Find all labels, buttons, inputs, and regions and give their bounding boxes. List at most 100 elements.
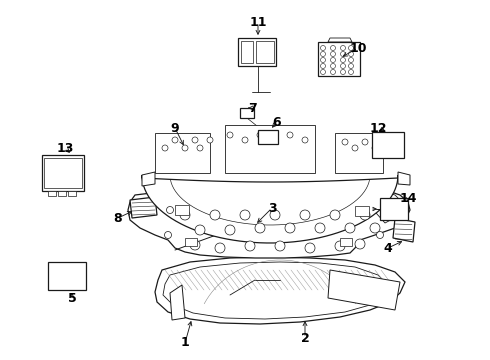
Circle shape — [348, 58, 353, 63]
Circle shape — [240, 210, 250, 220]
Text: 12: 12 — [369, 122, 387, 135]
Bar — [241, 41, 253, 63]
Polygon shape — [142, 175, 398, 243]
Circle shape — [190, 240, 200, 250]
Text: 6: 6 — [273, 116, 281, 129]
Bar — [48, 191, 56, 196]
Circle shape — [330, 69, 336, 75]
Bar — [68, 191, 76, 196]
Circle shape — [335, 241, 345, 251]
Circle shape — [348, 63, 353, 68]
Circle shape — [370, 223, 380, 233]
Polygon shape — [393, 218, 415, 242]
Text: 14: 14 — [399, 192, 417, 204]
Bar — [340, 238, 352, 246]
Circle shape — [341, 51, 345, 57]
Polygon shape — [128, 184, 410, 258]
Circle shape — [362, 139, 368, 145]
Circle shape — [180, 210, 190, 220]
Circle shape — [245, 241, 255, 251]
Text: 13: 13 — [56, 141, 74, 154]
Bar — [355, 206, 369, 216]
Circle shape — [348, 45, 353, 50]
Circle shape — [255, 223, 265, 233]
Text: 7: 7 — [247, 102, 256, 114]
Circle shape — [330, 58, 336, 63]
Polygon shape — [130, 197, 157, 218]
Text: 1: 1 — [181, 337, 189, 350]
Text: 4: 4 — [384, 242, 392, 255]
Bar — [256, 41, 274, 63]
Circle shape — [342, 139, 348, 145]
Text: 5: 5 — [68, 292, 76, 305]
Bar — [225, 125, 315, 173]
Circle shape — [165, 231, 172, 238]
Polygon shape — [155, 257, 405, 324]
Polygon shape — [50, 270, 65, 286]
Bar — [175, 205, 189, 215]
Polygon shape — [150, 185, 405, 223]
Circle shape — [345, 223, 355, 233]
Polygon shape — [398, 172, 410, 185]
Text: 8: 8 — [114, 211, 122, 225]
Bar — [44, 158, 82, 188]
Circle shape — [242, 137, 248, 143]
Bar — [258, 130, 278, 144]
Circle shape — [330, 51, 336, 57]
Circle shape — [207, 137, 213, 143]
Polygon shape — [142, 172, 155, 186]
Polygon shape — [328, 38, 352, 42]
Bar — [42, 155, 84, 191]
Circle shape — [257, 132, 263, 138]
Polygon shape — [368, 135, 372, 152]
Circle shape — [341, 45, 345, 50]
Circle shape — [320, 51, 325, 57]
Bar — [318, 42, 360, 76]
Circle shape — [172, 137, 178, 143]
Text: 2: 2 — [301, 332, 309, 345]
Circle shape — [360, 210, 370, 220]
Circle shape — [285, 223, 295, 233]
Circle shape — [376, 231, 384, 238]
Circle shape — [341, 69, 345, 75]
Circle shape — [315, 223, 325, 233]
Circle shape — [275, 241, 285, 251]
Circle shape — [167, 207, 173, 213]
Circle shape — [330, 210, 340, 220]
Circle shape — [272, 137, 278, 143]
Circle shape — [320, 69, 325, 75]
Circle shape — [348, 51, 353, 57]
Bar — [380, 198, 408, 220]
Circle shape — [330, 63, 336, 68]
Circle shape — [330, 45, 336, 50]
Bar — [185, 238, 197, 246]
Circle shape — [382, 207, 389, 213]
Circle shape — [352, 145, 358, 151]
Text: 3: 3 — [268, 202, 276, 215]
Polygon shape — [163, 262, 388, 319]
Bar — [240, 108, 254, 118]
Circle shape — [215, 243, 225, 253]
Circle shape — [162, 145, 168, 151]
Circle shape — [225, 225, 235, 235]
Circle shape — [182, 145, 188, 151]
Circle shape — [192, 137, 198, 143]
Polygon shape — [170, 285, 185, 320]
Bar — [155, 133, 210, 173]
Circle shape — [355, 239, 365, 249]
Circle shape — [341, 58, 345, 63]
Text: 11: 11 — [249, 15, 267, 28]
Polygon shape — [328, 270, 400, 310]
Circle shape — [341, 63, 345, 68]
Bar — [238, 38, 276, 66]
Circle shape — [348, 69, 353, 75]
Circle shape — [300, 210, 310, 220]
Bar — [48, 262, 86, 290]
Circle shape — [320, 58, 325, 63]
Text: 9: 9 — [171, 122, 179, 135]
Circle shape — [270, 210, 280, 220]
Bar — [58, 191, 66, 196]
Circle shape — [227, 132, 233, 138]
Bar — [372, 132, 404, 158]
Circle shape — [320, 45, 325, 50]
